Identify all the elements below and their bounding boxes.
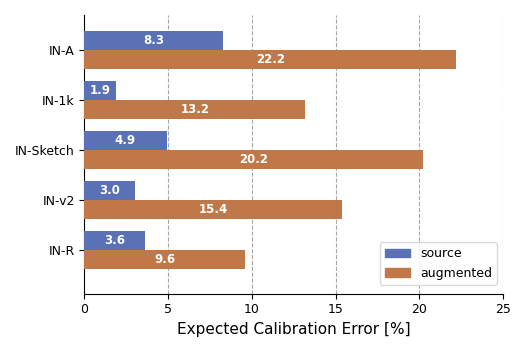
Text: 3.0: 3.0 <box>99 184 120 197</box>
Bar <box>85 100 306 119</box>
Bar <box>85 81 116 100</box>
X-axis label: Expected Calibration Error [%]: Expected Calibration Error [%] <box>177 322 411 337</box>
Bar <box>85 150 423 169</box>
Text: 8.3: 8.3 <box>144 33 165 46</box>
Text: 1.9: 1.9 <box>90 83 111 96</box>
Bar <box>85 250 245 269</box>
Bar <box>85 231 145 250</box>
Bar <box>85 50 456 69</box>
Text: 22.2: 22.2 <box>256 52 285 65</box>
Bar <box>85 200 342 219</box>
Bar <box>85 131 167 150</box>
Legend: source, augmented: source, augmented <box>380 243 497 285</box>
Text: 3.6: 3.6 <box>104 234 125 247</box>
Bar <box>85 31 224 50</box>
Text: 13.2: 13.2 <box>180 102 209 115</box>
Text: 20.2: 20.2 <box>239 153 268 165</box>
Text: 4.9: 4.9 <box>115 134 136 146</box>
Bar <box>85 181 135 200</box>
Text: 9.6: 9.6 <box>154 253 175 266</box>
Text: 15.4: 15.4 <box>199 203 228 216</box>
